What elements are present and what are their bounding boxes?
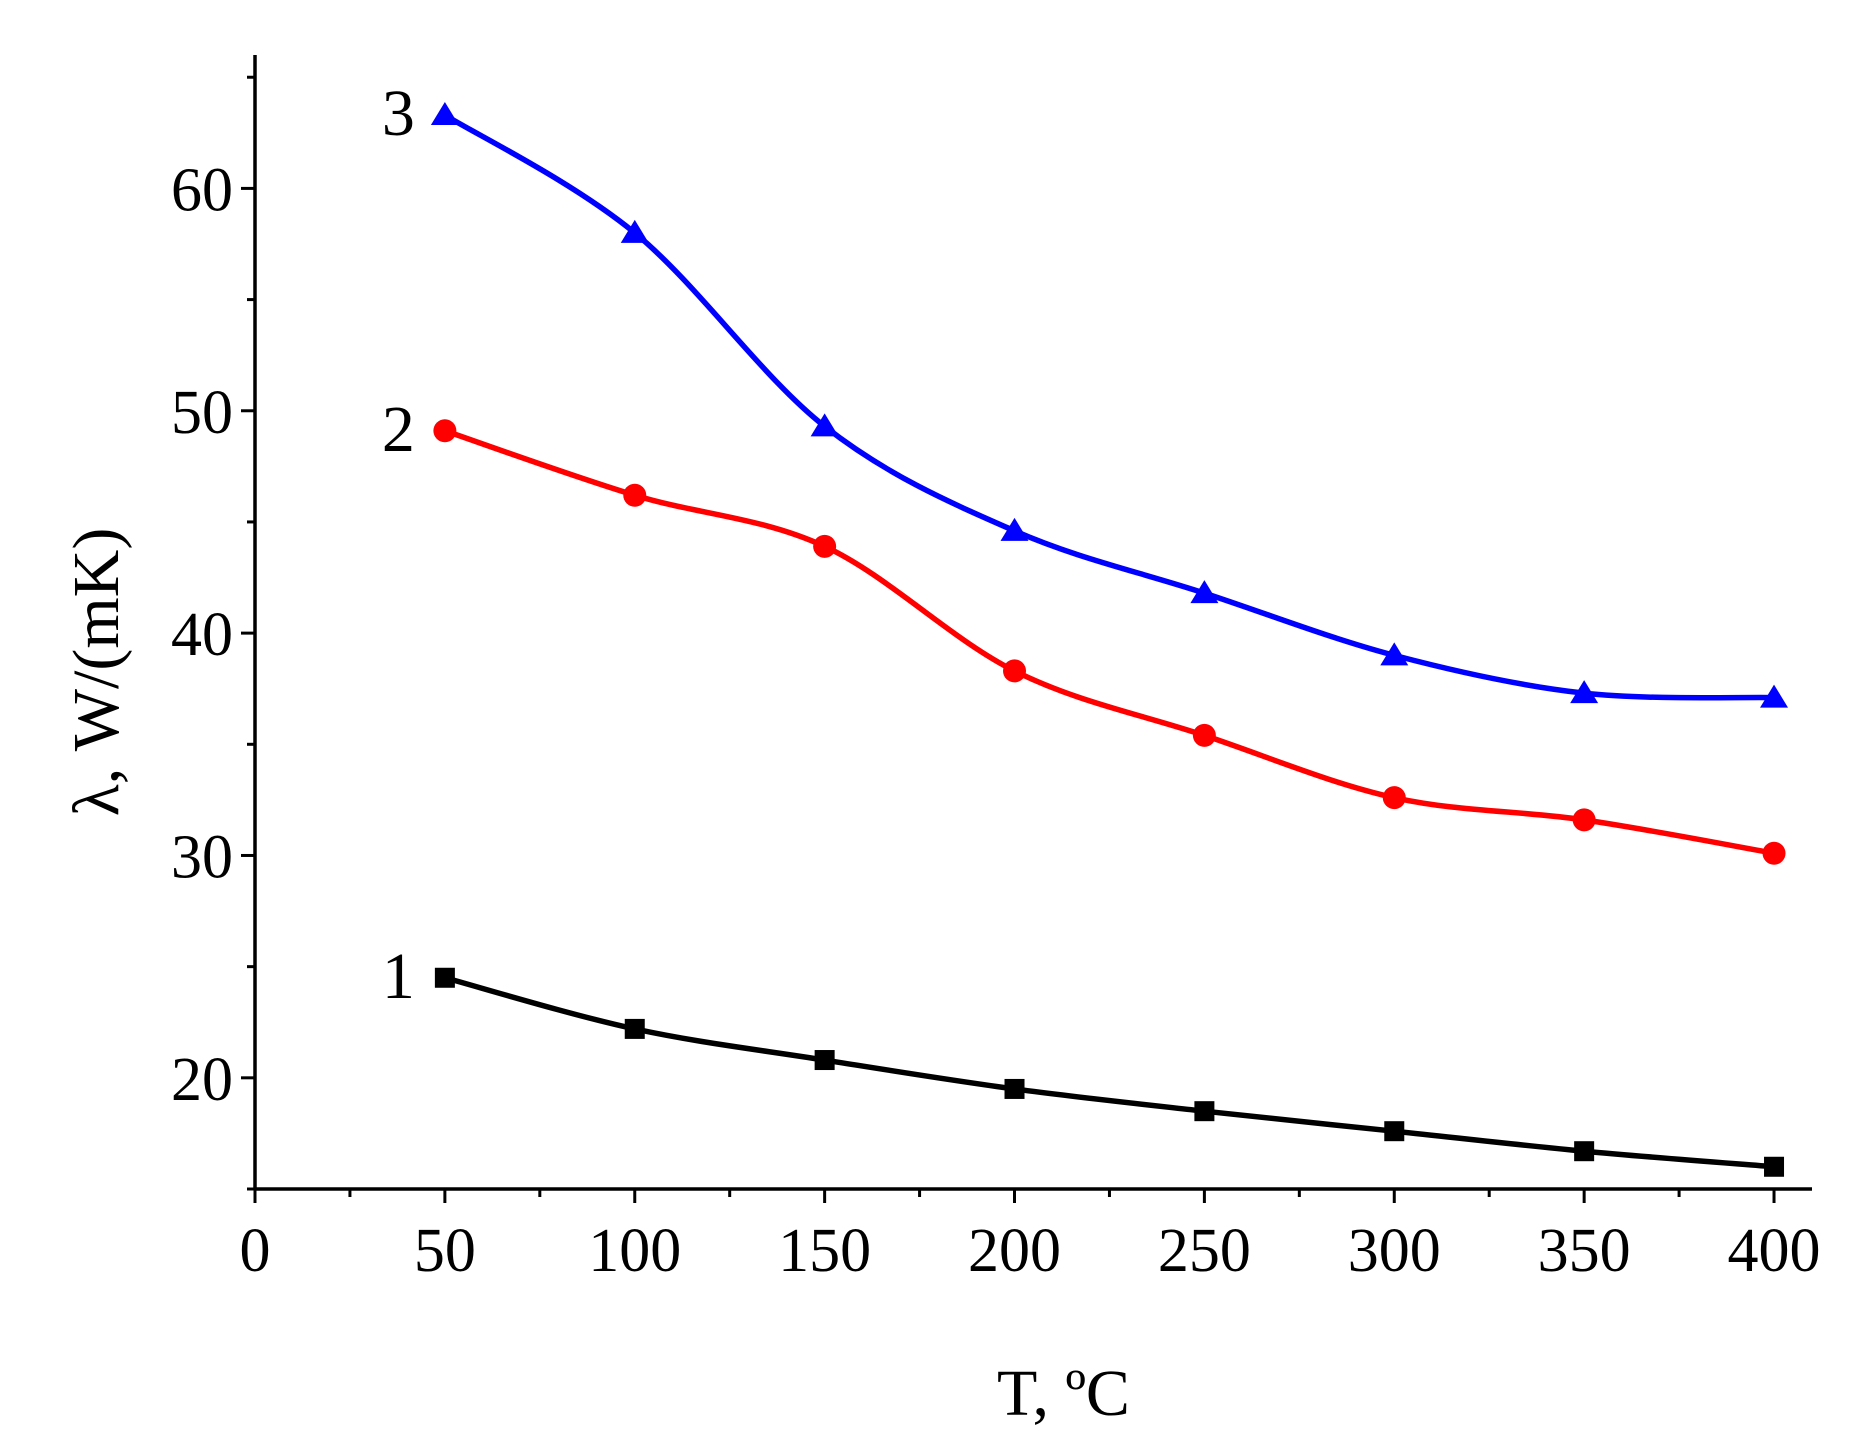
data-point [1380,642,1409,666]
x-tick-label: 0 [240,1217,271,1285]
data-point [1190,580,1219,604]
x-tick-label: 400 [1728,1217,1821,1285]
series-1: 1 [382,940,1785,1177]
data-point [434,967,455,988]
series-2-line [443,428,1775,856]
series-label: 1 [382,940,415,1013]
x-tick-label: 300 [1348,1217,1441,1285]
x-tick-label: 150 [778,1217,871,1285]
data-point [620,219,649,243]
data-point [1384,1121,1405,1142]
data-point [1003,659,1027,683]
data-point [623,483,647,507]
y-tick-label: 30 [171,823,233,891]
y-tick-label: 20 [171,1046,233,1114]
data-point [814,1050,835,1071]
x-tick-label: 250 [1158,1217,1251,1285]
x-tick-label: 200 [968,1217,1061,1285]
series-label: 2 [382,393,415,466]
series-layer: 1 2 3 [382,77,1789,1177]
series-2: 2 [382,393,1786,865]
data-point [430,102,459,126]
x-tick-label: 50 [414,1217,476,1285]
data-point [1004,1078,1025,1099]
data-point [810,413,839,437]
data-point [1572,808,1596,832]
x-tick-label: 350 [1538,1217,1631,1285]
y-axis-title: λ, W/(mK) [60,528,133,817]
y-tick-label: 50 [171,379,233,447]
data-point [813,534,837,558]
x-tick-label: 100 [588,1217,681,1285]
y-tick-label: 60 [171,156,233,224]
x-axis-title: T, ºC [997,1357,1130,1430]
data-point [1764,1156,1785,1177]
series-1-line [444,975,1775,1170]
data-point [1570,680,1599,704]
data-point [1762,841,1786,865]
axes-layer: 0 50 100 150 200 250 300 350 400 20 30 40 50 60 [171,55,1821,1285]
data-point [1192,723,1216,747]
data-point [1574,1141,1595,1162]
data-point [1382,786,1406,810]
series-3: 3 [382,77,1789,708]
data-point [624,1018,645,1039]
data-point [1000,517,1029,541]
data-point [433,419,457,443]
y-tick-label: 40 [171,601,233,669]
data-point [1760,684,1789,708]
series-label: 3 [382,77,415,150]
series-3-line [443,112,1775,701]
data-point [1194,1101,1215,1122]
